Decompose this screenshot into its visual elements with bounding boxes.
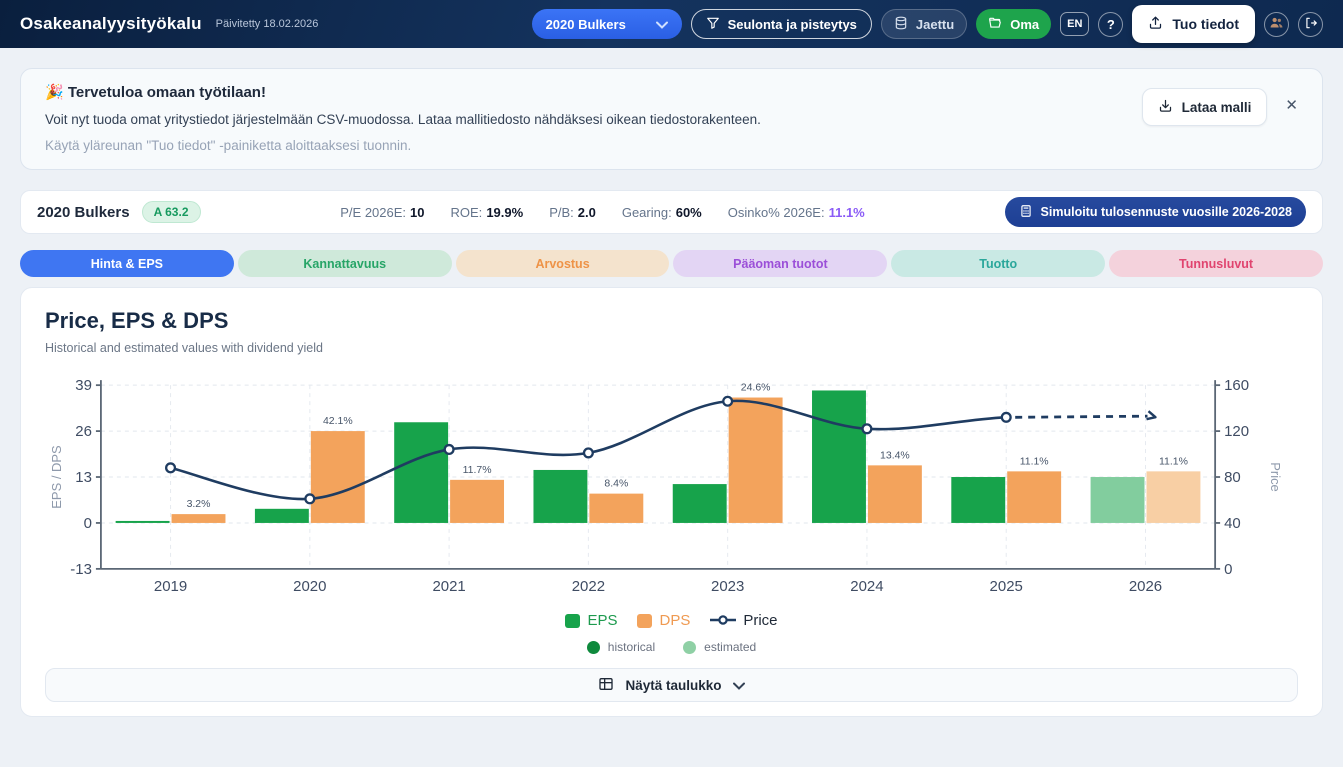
database-icon — [894, 16, 908, 33]
legend-dps: DPS — [637, 612, 690, 629]
table-icon — [598, 676, 614, 695]
navbar: Osakeanalyysityökalu Päivitetty 18.02.20… — [0, 0, 1343, 48]
screening-button[interactable]: Seulonta ja pisteytys — [691, 9, 872, 39]
company-select-dropdown[interactable]: 2020 Bulkers — [532, 9, 682, 39]
chart-title: Price, EPS & DPS — [45, 308, 1298, 334]
svg-text:2026: 2026 — [1129, 578, 1162, 595]
banner-title: 🎉 Tervetuloa omaan työtilaan! — [45, 83, 761, 101]
company-info-bar: 2020 Bulkers A 63.2 P/E 2026E:10 ROE:19.… — [20, 190, 1323, 234]
show-table-toggle[interactable]: Näytä taulukko — [45, 668, 1298, 702]
svg-text:2021: 2021 — [432, 578, 465, 595]
legend-price: Price — [710, 612, 777, 629]
last-updated: Päivitetty 18.02.2026 — [216, 18, 319, 30]
svg-text:42.1%: 42.1% — [323, 416, 353, 427]
language-toggle[interactable]: EN — [1060, 12, 1089, 36]
svg-text:39: 39 — [75, 377, 92, 394]
upload-icon — [1148, 15, 1163, 33]
legend-eps: EPS — [565, 612, 617, 629]
svg-text:3.2%: 3.2% — [187, 499, 211, 510]
svg-text:EPS / DPS: EPS / DPS — [49, 445, 64, 509]
chart-card: Price, EPS & DPS Historical and estimate… — [20, 287, 1323, 717]
banner-body: Voit nyt tuoda omat yritystiedot järjest… — [45, 112, 761, 127]
svg-text:0: 0 — [84, 515, 92, 532]
svg-text:40: 40 — [1224, 515, 1241, 532]
svg-text:11.1%: 11.1% — [1159, 456, 1188, 467]
svg-text:Price: Price — [1268, 462, 1283, 492]
own-workspace-button[interactable]: Oma — [976, 9, 1051, 39]
eps-swatch — [565, 614, 580, 628]
estimated-dot — [683, 641, 696, 654]
welcome-banner: 🎉 Tervetuloa omaan työtilaan! Voit nyt t… — [20, 68, 1323, 170]
download-template-button[interactable]: Lataa malli — [1142, 88, 1268, 126]
key-stats: P/E 2026E:10 ROE:19.9% P/B:2.0 Gearing:6… — [201, 205, 1005, 220]
stat-dividend-yield: Osinko% 2026E:11.1% — [728, 205, 865, 220]
app-title: Osakeanalyysityökalu — [20, 14, 202, 34]
folder-icon — [988, 16, 1002, 33]
party-popper-icon: 🎉 — [45, 84, 64, 101]
tab-tuotto[interactable]: Tuotto — [891, 250, 1105, 277]
svg-text:0: 0 — [1224, 561, 1232, 578]
help-button[interactable]: ? — [1098, 12, 1123, 37]
svg-text:2020: 2020 — [293, 578, 326, 595]
svg-text:13: 13 — [75, 469, 92, 486]
calculator-icon — [1019, 204, 1033, 221]
tab-paaoman-tuotot[interactable]: Pääoman tuotot — [673, 250, 887, 277]
chevron-down-icon — [656, 17, 668, 32]
legend-estimated: estimated — [683, 640, 756, 654]
simulate-forecast-button[interactable]: Simuloitu tulosennuste vuosille 2026-202… — [1005, 197, 1306, 227]
filter-icon — [706, 16, 720, 33]
svg-text:11.7%: 11.7% — [463, 465, 492, 476]
tab-arvostus[interactable]: Arvostus — [456, 250, 670, 277]
price-line-marker — [710, 612, 736, 629]
tab-kannattavuus[interactable]: Kannattavuus — [238, 250, 452, 277]
main-content: 🎉 Tervetuloa omaan työtilaan! Voit nyt t… — [0, 68, 1343, 717]
svg-text:2024: 2024 — [850, 578, 883, 595]
stat-pe: P/E 2026E:10 — [340, 205, 424, 220]
chart-sub-legend: historical estimated — [45, 640, 1298, 654]
svg-text:120: 120 — [1224, 423, 1249, 440]
stat-gearing: Gearing:60% — [622, 205, 702, 220]
svg-text:24.6%: 24.6% — [741, 383, 771, 394]
tab-hinta-eps[interactable]: Hinta & EPS — [20, 250, 234, 277]
shared-workspace-button[interactable]: Jaettu — [881, 9, 967, 39]
logout-button[interactable] — [1298, 12, 1323, 37]
svg-text:2022: 2022 — [572, 578, 605, 595]
svg-text:2019: 2019 — [154, 578, 187, 595]
category-tabs: Hinta & EPS Kannattavuus Arvostus Pääoma… — [20, 250, 1323, 277]
logout-icon — [1304, 16, 1318, 33]
stat-pb: P/B:2.0 — [549, 205, 596, 220]
close-banner-button[interactable]: ✕ — [1285, 96, 1298, 114]
svg-text:-13: -13 — [70, 561, 92, 578]
chart-area: 3.2% 42.1% 11.7% 8.4% 24.6% 13.4% 11.1% 11.1% 39… — [45, 371, 1298, 608]
svg-text:2025: 2025 — [990, 578, 1023, 595]
svg-text:160: 160 — [1224, 377, 1249, 394]
company-name: 2020 Bulkers — [37, 204, 130, 221]
tab-tunnusluvut[interactable]: Tunnusluvut — [1109, 250, 1323, 277]
svg-text:13.4%: 13.4% — [880, 450, 910, 461]
banner-actions: Lataa malli ✕ — [1142, 83, 1298, 153]
welcome-banner-text: 🎉 Tervetuloa omaan työtilaan! Voit nyt t… — [45, 83, 761, 153]
svg-text:80: 80 — [1224, 469, 1241, 486]
svg-text:26: 26 — [75, 423, 92, 440]
users-icon — [1269, 15, 1284, 33]
banner-note: Käytä yläreunan "Tuo tiedot" -painiketta… — [45, 138, 761, 153]
chart-legend: EPS DPS Price — [45, 612, 1298, 629]
stat-roe: ROE:19.9% — [451, 205, 524, 220]
historical-dot — [587, 641, 600, 654]
chevron-down-icon — [733, 678, 745, 693]
download-icon — [1158, 98, 1173, 116]
question-icon: ? — [1107, 17, 1115, 32]
legend-historical: historical — [587, 640, 655, 654]
price-eps-dps-chart: 3.2% 42.1% 11.7% 8.4% 24.6% 13.4% 11.1% 11.1% 39… — [45, 371, 1298, 603]
close-icon: ✕ — [1285, 97, 1298, 114]
navbar-actions: 2020 Bulkers Seulonta ja pisteytys Jaett… — [532, 5, 1323, 43]
chart-subtitle: Historical and estimated values with div… — [45, 341, 1298, 355]
svg-text:11.1%: 11.1% — [1020, 456, 1049, 467]
users-button[interactable] — [1264, 12, 1289, 37]
score-badge: A 63.2 — [142, 201, 201, 223]
import-data-button[interactable]: Tuo tiedot — [1132, 5, 1255, 43]
svg-text:8.4%: 8.4% — [604, 479, 628, 490]
svg-text:2023: 2023 — [711, 578, 744, 595]
dps-swatch — [637, 614, 652, 628]
